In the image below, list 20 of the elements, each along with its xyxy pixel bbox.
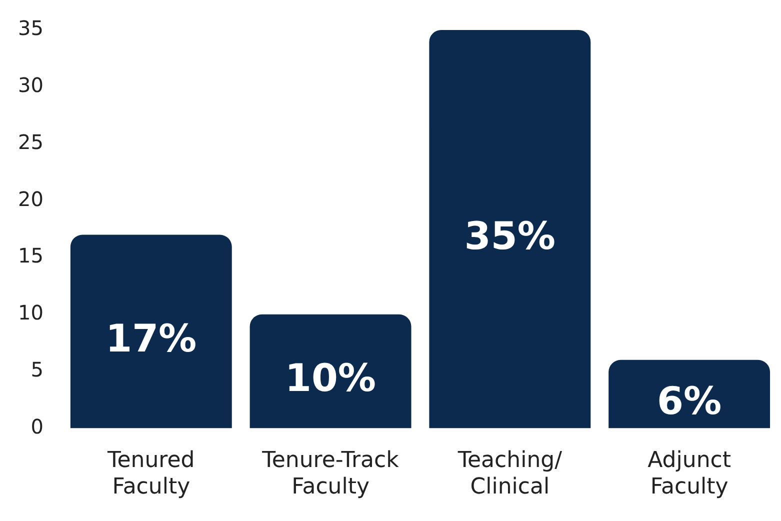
data-label: 6% <box>657 378 722 423</box>
data-label: 10% <box>285 356 376 400</box>
y-tick-label: 0 <box>30 414 44 438</box>
x-tick-label: Tenure-Track Faculty <box>261 448 400 500</box>
y-tick-label: 5 <box>30 358 44 382</box>
data-label: 17% <box>106 316 197 360</box>
y-tick-label: 30 <box>18 73 44 98</box>
x-tick-label: Adjunct Faculty <box>648 448 732 500</box>
data-label: 35% <box>464 214 556 258</box>
x-tick-label: Teaching/ Clinical <box>456 448 563 500</box>
x-tick-label: Tenured Faculty <box>106 448 195 500</box>
bar <box>608 360 770 428</box>
bar <box>70 234 232 428</box>
y-tick-label: 20 <box>18 186 44 211</box>
y-tick-label: 15 <box>18 244 44 268</box>
y-tick-label: 25 <box>18 130 44 154</box>
y-tick-label: 10 <box>18 300 44 325</box>
bar <box>429 30 591 428</box>
y-tick-label: 35 <box>18 16 44 40</box>
bar <box>250 314 412 428</box>
